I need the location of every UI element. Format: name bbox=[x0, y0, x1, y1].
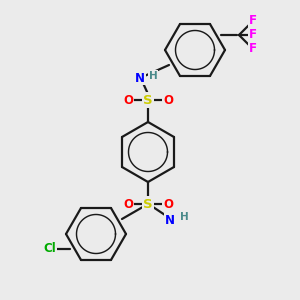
Text: H: H bbox=[180, 212, 188, 222]
Text: N: N bbox=[135, 71, 145, 85]
Text: F: F bbox=[249, 43, 257, 56]
Text: O: O bbox=[123, 94, 133, 106]
Text: H: H bbox=[148, 71, 158, 81]
Text: O: O bbox=[163, 94, 173, 106]
Text: N: N bbox=[165, 214, 175, 226]
Text: S: S bbox=[143, 197, 153, 211]
Text: Cl: Cl bbox=[44, 242, 56, 256]
Text: S: S bbox=[143, 94, 153, 106]
Text: F: F bbox=[249, 28, 257, 41]
Text: O: O bbox=[163, 197, 173, 211]
Text: F: F bbox=[249, 14, 257, 28]
Text: O: O bbox=[123, 197, 133, 211]
